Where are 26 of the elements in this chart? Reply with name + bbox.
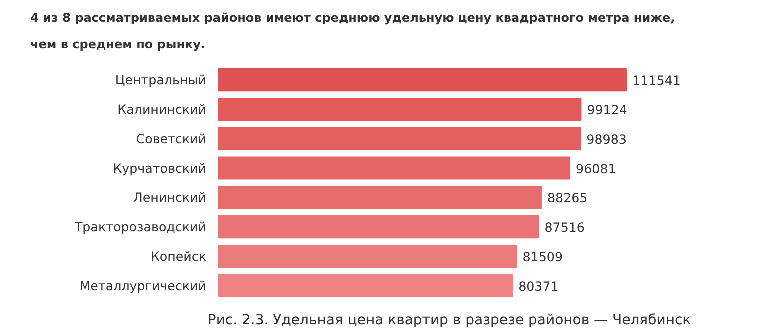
bar bbox=[218, 68, 628, 92]
y-tick-label: Калининский bbox=[118, 102, 207, 117]
bar bbox=[218, 216, 540, 239]
bar bbox=[218, 98, 582, 121]
y-tick-label: Курчатовский bbox=[113, 160, 207, 176]
y-tick-label: Ленинский bbox=[133, 190, 207, 206]
bar bbox=[218, 156, 571, 180]
y-tick-label: Центральный bbox=[115, 72, 207, 88]
y-tick-label: Металлургический bbox=[80, 278, 207, 294]
data-label: 87516 bbox=[544, 220, 585, 236]
bar bbox=[218, 186, 542, 210]
bar bbox=[218, 127, 582, 150]
text: Рис. 2.3. Удельная цена квартир в разрезе районов — Челябинск bbox=[208, 312, 692, 328]
bar bbox=[218, 274, 514, 298]
y-tick-label: Тракторозаводский bbox=[74, 220, 207, 235]
data-label: 80371 bbox=[518, 278, 559, 294]
data-label: 81509 bbox=[522, 249, 564, 264]
data-label: 98983 bbox=[586, 132, 627, 147]
data-label: 99124 bbox=[587, 102, 628, 118]
data-label: 111541 bbox=[632, 73, 681, 88]
data-label: 88265 bbox=[547, 190, 588, 206]
y-tick-label: Копейск bbox=[150, 248, 207, 264]
data-label: 96081 bbox=[576, 161, 616, 176]
y-tick-label: Советский bbox=[136, 131, 207, 146]
chart-title: 4 из 8 рассматриваемых районов имеют среднюю удельную цену квадратного метра ниже, чем в среднем по рынку. bbox=[30, 10, 676, 52]
bar bbox=[218, 244, 518, 268]
